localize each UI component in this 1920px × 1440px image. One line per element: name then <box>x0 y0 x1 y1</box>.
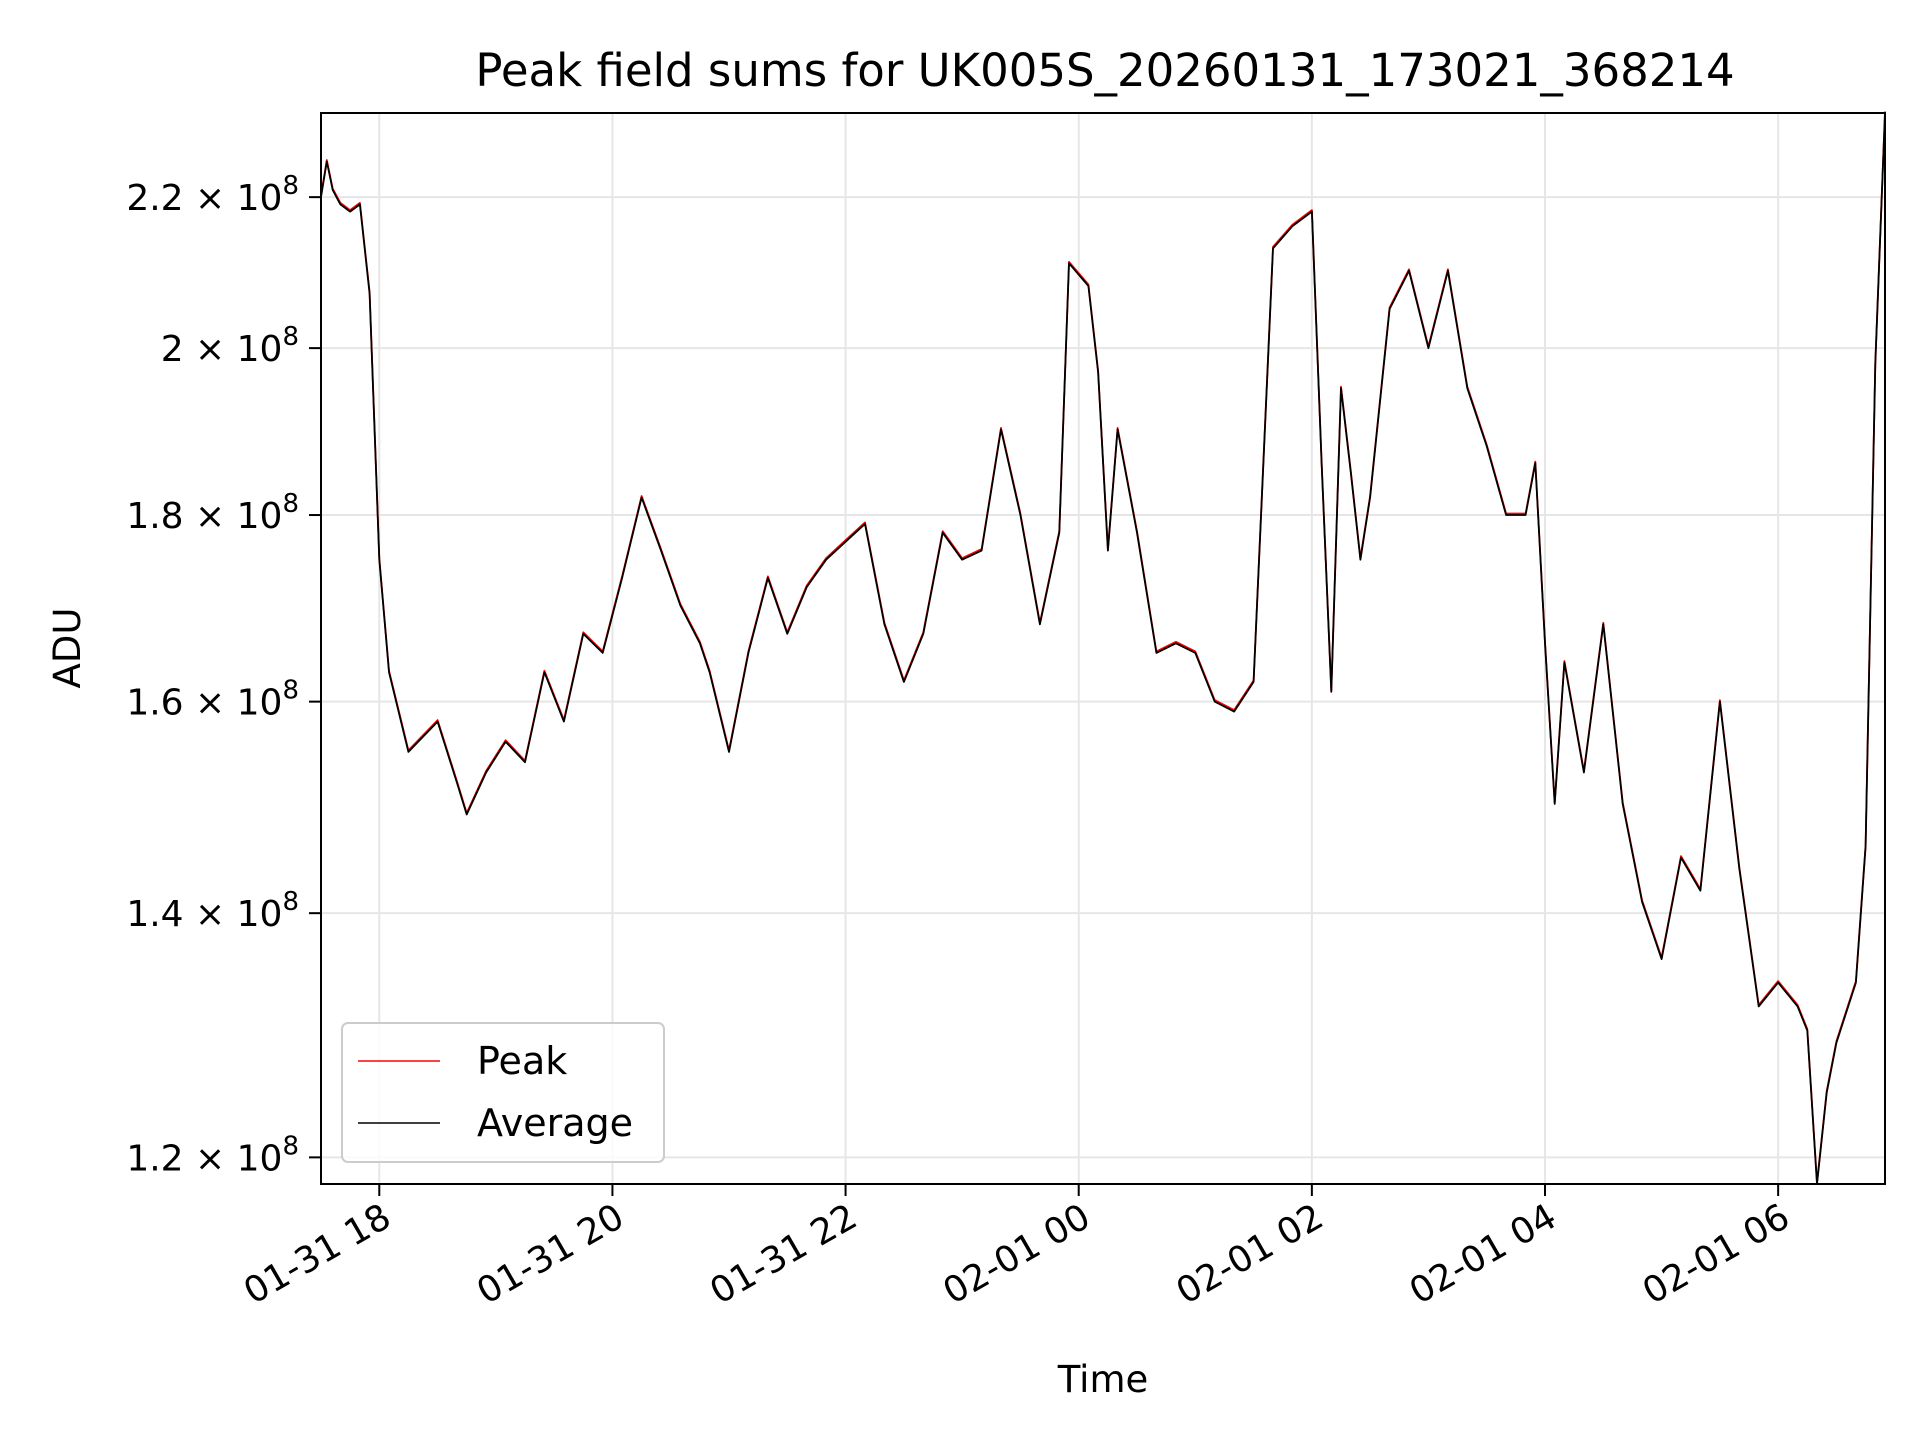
legend: Peak Average <box>341 1022 665 1163</box>
legend-label-peak: Peak <box>477 1039 567 1083</box>
y-tick-label-5: 2.2 × 108 <box>126 171 299 219</box>
y-tick-label-3: 1.8 × 108 <box>126 489 299 537</box>
x-axis-label: Time <box>1057 1358 1149 1401</box>
y-axis-label: ADU <box>46 608 89 689</box>
y-tick-label-2: 1.6 × 108 <box>126 676 299 724</box>
y-tick-label-1: 1.4 × 108 <box>126 887 299 935</box>
legend-frame <box>341 1022 665 1163</box>
y-tick-label-0: 1.2 × 108 <box>126 1131 299 1179</box>
series-group <box>320 111 1886 1185</box>
plot-frame <box>320 112 1886 1185</box>
chart-title: Peak field sums for UK005S_20260131_1730… <box>475 44 1734 97</box>
legend-label-average: Average <box>477 1101 633 1145</box>
y-axis: 1.2 × 108 1.4 × 108 1.6 × 108 1.8 × 108 2 × … <box>126 171 321 1179</box>
y-tick-label-4: 2 × 108 <box>161 322 299 370</box>
series-line-average <box>320 112 1886 1185</box>
